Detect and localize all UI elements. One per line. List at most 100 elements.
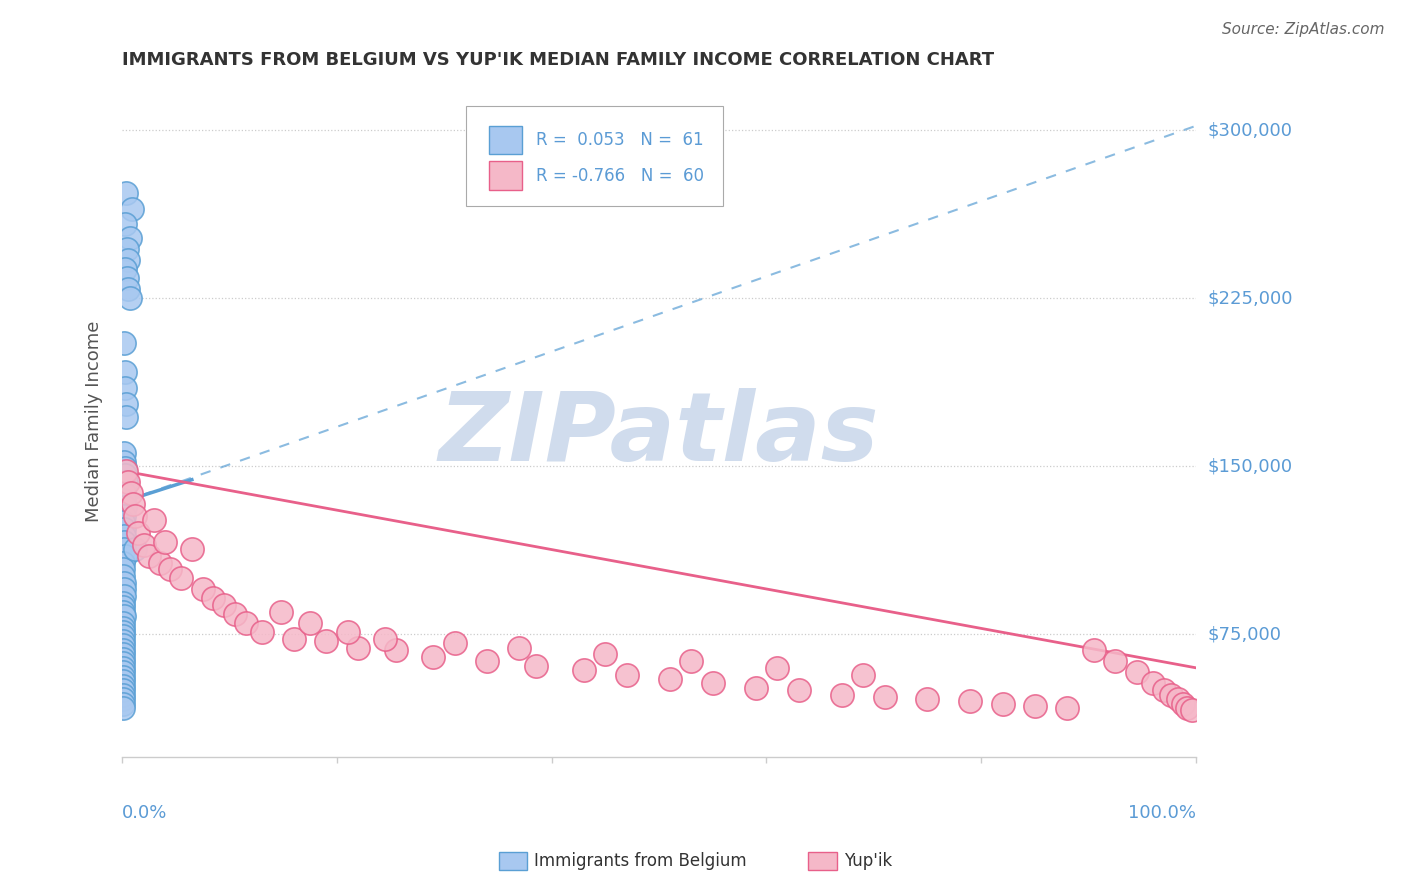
Text: $75,000: $75,000 [1208,625,1281,643]
Point [112,652,135,666]
Point [959,694,981,708]
Point [112,661,135,675]
Point [112,688,135,702]
Point [112,542,135,557]
Point [1056,701,1078,715]
Point [917,692,939,706]
Point [112,634,135,648]
Point [132,538,155,552]
Point [250,625,273,640]
Point [1126,665,1149,680]
Point [115,475,138,489]
Text: IMMIGRANTS FROM BELGIUM VS YUP'IK MEDIAN FAMILY INCOME CORRELATION CHART: IMMIGRANTS FROM BELGIUM VS YUP'IK MEDIAN… [122,51,994,69]
Point [336,625,359,640]
Point [114,500,136,514]
Point [114,468,136,483]
Point [118,291,141,305]
Text: ZIPatlas: ZIPatlas [439,388,879,482]
Point [112,556,135,570]
Point [202,591,225,606]
Point [1153,683,1175,698]
Point [112,648,135,662]
Point [681,654,703,668]
Point [115,186,138,200]
Point [595,648,617,662]
Point [112,701,135,715]
Point [127,526,149,541]
Point [112,657,135,671]
Point [180,542,202,557]
Point [117,242,139,256]
Point [374,632,396,646]
Point [117,282,139,296]
Point [170,571,193,585]
Point [112,600,135,615]
Point [212,598,235,612]
Point [153,535,176,549]
Point [235,615,257,630]
Point [112,630,135,644]
Point [477,654,499,668]
Point [112,522,135,536]
Point [112,643,135,657]
Point [112,620,135,634]
Point [270,605,292,619]
Point [224,607,246,621]
Point [112,674,135,689]
Text: $150,000: $150,000 [1208,458,1292,475]
Point [143,513,166,527]
Text: 100.0%: 100.0% [1128,805,1197,822]
Point [112,515,135,529]
Text: $300,000: $300,000 [1208,121,1292,139]
Point [114,218,136,232]
Point [852,667,875,681]
Point [112,625,135,640]
Point [112,605,135,619]
Text: R =  0.053   N =  61: R = 0.053 N = 61 [536,131,703,149]
Text: Immigrants from Belgium: Immigrants from Belgium [534,852,747,870]
Point [283,632,305,646]
Point [118,231,141,245]
Point [114,365,136,379]
Point [112,589,135,603]
Point [117,253,139,268]
Point [112,455,135,469]
Text: R = -0.766   N =  60: R = -0.766 N = 60 [536,167,703,185]
Point [702,676,724,690]
Point [112,679,135,693]
FancyBboxPatch shape [489,126,522,154]
Point [112,582,135,597]
Point [1181,703,1204,717]
Point [524,658,547,673]
Point [422,649,444,664]
Point [1083,643,1105,657]
FancyBboxPatch shape [465,105,724,206]
Point [112,562,135,576]
Text: $225,000: $225,000 [1208,289,1292,307]
Point [124,508,146,523]
Point [315,634,337,648]
Point [115,396,138,410]
Text: 0.0%: 0.0% [122,805,167,822]
Point [616,667,638,681]
Point [112,615,135,630]
Point [115,464,138,478]
Point [112,596,135,610]
Point [873,690,896,704]
Point [1167,692,1189,706]
Point [121,202,143,216]
Point [120,486,142,500]
Point [112,529,135,543]
Point [572,663,595,677]
Point [1024,698,1046,713]
Point [508,640,530,655]
Point [138,549,160,563]
Point [991,697,1014,711]
Point [112,639,135,653]
Point [744,681,766,695]
Point [191,582,214,597]
Text: Yup'ik: Yup'ik [844,852,891,870]
Point [831,688,853,702]
Point [112,569,135,583]
Point [1160,688,1182,702]
